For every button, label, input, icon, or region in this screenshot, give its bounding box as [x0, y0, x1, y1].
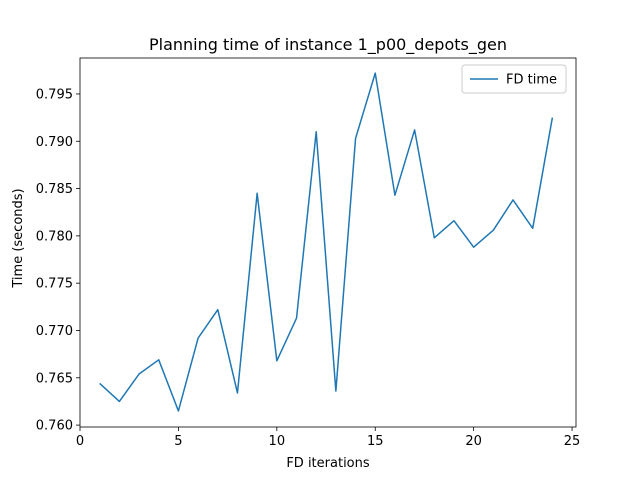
legend: FD time [461, 64, 567, 94]
y-tick-label: 0.790 [36, 135, 73, 150]
y-axis: 0.760 0.765 0.770 0.775 0.780 0.785 0.790 0.795 [36, 87, 80, 434]
legend-box [461, 64, 567, 94]
y-tick-label: 0.760 [36, 419, 73, 434]
x-tick-label: 5 [174, 434, 182, 449]
series-layer [99, 72, 554, 412]
x-axis-label: FD iterations [286, 456, 370, 471]
x-tick-label: 15 [367, 434, 384, 449]
x-tick-label: 25 [564, 434, 581, 449]
plot-area [79, 57, 577, 428]
legend-label: FD time [506, 73, 557, 88]
y-tick-label: 0.780 [36, 229, 73, 244]
y-tick-label: 0.775 [36, 277, 73, 292]
x-tick-label: 10 [269, 434, 286, 449]
x-axis: 0 5 10 15 20 25 [76, 427, 580, 449]
chart-title: Planning time of instance 1_p00_depots_g… [149, 35, 507, 55]
plot-frame [79, 57, 577, 428]
y-tick-label: 0.770 [36, 324, 73, 339]
y-tick-label: 0.795 [36, 87, 73, 102]
y-axis-label: Time (seconds) [11, 188, 26, 288]
series-line [99, 72, 554, 412]
y-tick-label: 0.765 [36, 371, 73, 386]
y-tick-label: 0.785 [36, 182, 73, 197]
x-tick-label: 0 [76, 434, 84, 449]
x-tick-label: 20 [465, 434, 482, 449]
